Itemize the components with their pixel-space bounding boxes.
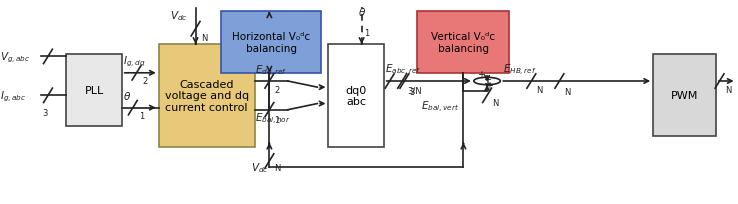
Text: +: + (477, 70, 485, 79)
Text: N: N (537, 86, 543, 95)
Text: +: + (483, 74, 491, 84)
Text: $E_{dq,ref}$: $E_{dq,ref}$ (255, 63, 288, 78)
Text: $V_{dc}$: $V_{dc}$ (251, 160, 269, 174)
Text: 3: 3 (42, 108, 48, 117)
Text: PLL: PLL (84, 86, 104, 96)
Text: 2: 2 (275, 86, 280, 95)
FancyBboxPatch shape (328, 45, 384, 147)
Text: N: N (201, 34, 208, 43)
Text: Vertical V₀ᵈc
balancing: Vertical V₀ᵈc balancing (431, 32, 495, 54)
FancyBboxPatch shape (221, 12, 321, 73)
Text: Cascaded
voltage and dq
current control: Cascaded voltage and dq current control (165, 79, 249, 112)
Text: $V_{dc}$: $V_{dc}$ (170, 9, 187, 23)
Circle shape (474, 78, 500, 85)
Text: $E_{bal,hor}$: $E_{bal,hor}$ (255, 112, 291, 127)
Text: $I_{g,abc}$: $I_{g,abc}$ (0, 89, 27, 103)
Text: $E_{abc,ref}$: $E_{abc,ref}$ (385, 63, 421, 78)
Text: Horizontal V₀ᵈc
balancing: Horizontal V₀ᵈc balancing (232, 32, 310, 54)
Text: +: + (483, 79, 491, 88)
Text: N: N (275, 163, 281, 172)
Text: 1: 1 (364, 29, 369, 38)
Text: 2: 2 (142, 76, 148, 85)
FancyBboxPatch shape (159, 45, 255, 147)
Text: +: + (486, 81, 493, 91)
FancyBboxPatch shape (417, 12, 509, 73)
Text: N: N (492, 99, 499, 108)
Text: $V_{g,abc}$: $V_{g,abc}$ (0, 50, 30, 64)
Text: PWM: PWM (671, 91, 698, 101)
Text: $\theta$: $\theta$ (123, 90, 131, 102)
Text: $I_{g,dq}$: $I_{g,dq}$ (123, 54, 145, 68)
Text: 1: 1 (275, 115, 280, 124)
Text: N: N (565, 88, 571, 97)
Text: dq0
abc: dq0 abc (345, 85, 367, 107)
Text: N: N (725, 86, 731, 95)
Text: $\theta$: $\theta$ (357, 6, 366, 18)
Text: 1: 1 (139, 111, 144, 120)
Text: $E_{bal,vert}$: $E_{bal,vert}$ (421, 100, 459, 115)
Text: 3/N: 3/N (407, 86, 422, 95)
Text: 3: 3 (410, 88, 415, 97)
Text: $E_{HB,ref}$: $E_{HB,ref}$ (503, 63, 537, 78)
FancyBboxPatch shape (653, 55, 716, 137)
FancyBboxPatch shape (66, 55, 122, 126)
